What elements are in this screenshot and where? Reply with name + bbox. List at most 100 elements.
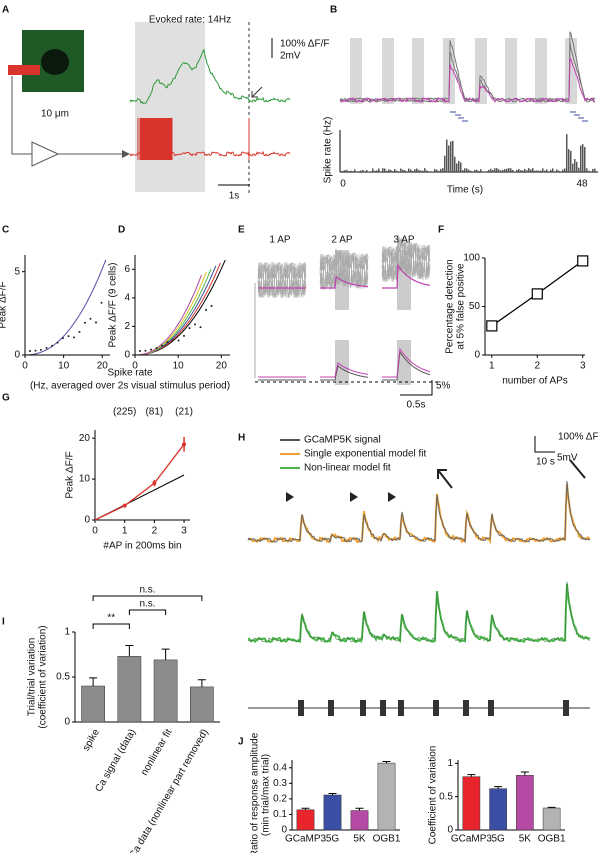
x-tick-label: 3	[181, 526, 187, 537]
hist-bar	[382, 168, 384, 172]
dot	[56, 341, 59, 344]
hist-bar	[374, 170, 376, 172]
scale-bar	[400, 380, 433, 396]
hist-bar	[342, 170, 344, 172]
annotation: (81)	[145, 407, 163, 418]
error-bar	[301, 807, 310, 810]
hist-bar	[510, 168, 512, 172]
arrowhead	[122, 150, 130, 158]
ephys-burst	[298, 700, 304, 716]
y-tick-label: 1	[447, 758, 453, 769]
dot	[40, 348, 42, 351]
dot	[89, 317, 92, 320]
x-axis-label: #AP in 200ms bin	[103, 541, 181, 552]
trace	[247, 481, 591, 544]
y-tick-label: 1	[64, 627, 70, 638]
hist-bar	[568, 149, 570, 172]
y-axis-label: Peak ΔF/F	[0, 281, 9, 328]
hist-bar	[592, 168, 594, 172]
x-tick-label: nonlinear fit	[139, 727, 174, 777]
panel-letter: B	[330, 5, 337, 16]
label: Spike rate	[107, 368, 152, 379]
hist-bar	[362, 170, 364, 172]
dot	[139, 350, 141, 352]
hist-bar	[452, 140, 454, 172]
hist-bar	[364, 171, 366, 172]
hist-bar	[378, 168, 380, 172]
dot	[161, 344, 163, 347]
dot	[34, 349, 37, 352]
hist-bar	[522, 170, 524, 172]
dot	[73, 336, 75, 339]
y-axis-label: Coefficient of variation	[428, 746, 439, 845]
x-tick-label: 20	[97, 361, 109, 372]
trace	[129, 48, 291, 105]
error-bar	[467, 774, 476, 777]
ephys-burst	[463, 700, 469, 716]
hist-bar	[366, 170, 368, 172]
error-bar	[520, 771, 529, 776]
x-axis-label: number of APs	[502, 376, 568, 387]
stim-bar	[412, 38, 424, 104]
hist-bar	[496, 168, 498, 172]
dot	[177, 339, 180, 342]
y-tick-label: 2	[124, 321, 130, 332]
trace	[247, 583, 591, 644]
trace	[339, 57, 596, 104]
hist-bar	[464, 168, 466, 172]
hist-bar	[506, 168, 508, 172]
trace	[382, 263, 431, 289]
hist-bar	[550, 169, 552, 172]
error-bar	[355, 807, 364, 811]
hist-bar	[388, 169, 390, 172]
panel-letter: D	[118, 225, 125, 236]
fit-curve	[24, 259, 107, 356]
hist-bar	[348, 171, 350, 172]
x-tick-label: OGB1	[373, 834, 401, 845]
y-tick-label: 0.2	[273, 794, 287, 805]
hist-bar	[416, 168, 418, 172]
y-axis-label: Percentage detection	[445, 259, 456, 354]
x-tick-label: spike	[81, 727, 102, 753]
hist-bar	[518, 168, 520, 172]
panel-letter: E	[238, 225, 245, 236]
hist-bar	[574, 159, 576, 172]
y-tick-label: 0	[124, 350, 130, 361]
hist-bar	[384, 168, 386, 172]
trace	[339, 42, 596, 103]
bracket	[92, 595, 203, 601]
hist-bar	[448, 145, 450, 172]
y-tick-label: 50	[469, 301, 481, 312]
hist-bar	[520, 170, 522, 172]
hist-bar	[376, 170, 378, 172]
trace	[319, 252, 369, 289]
trace	[382, 350, 431, 381]
trace	[381, 243, 431, 280]
trace	[320, 362, 369, 378]
y-axis-label: Ratio of response amplitude	[250, 732, 261, 853]
hist-bar	[422, 170, 424, 172]
point	[152, 481, 157, 486]
dot	[188, 327, 191, 330]
hist-bar	[402, 169, 404, 172]
x-tick-label: 5K	[353, 834, 366, 845]
dot	[51, 344, 53, 347]
panel-letter: A	[2, 5, 9, 16]
x-tick-label: 20	[216, 361, 228, 372]
bar	[377, 762, 396, 831]
hist-bar	[582, 144, 584, 172]
hist-bar	[420, 170, 422, 172]
dot	[62, 337, 64, 340]
hist-bar	[410, 169, 412, 172]
ephys-burst	[433, 700, 439, 716]
arrow	[569, 459, 586, 479]
error-bar	[328, 792, 337, 795]
dot	[183, 334, 185, 337]
fit-curve	[134, 274, 202, 356]
hist-bar	[532, 168, 534, 172]
label: GCaMP5K signal	[304, 435, 381, 446]
x-tick-label: 0	[22, 361, 28, 372]
hist-bar	[578, 167, 580, 172]
stim-period	[135, 22, 205, 192]
hist-bar	[398, 171, 400, 172]
